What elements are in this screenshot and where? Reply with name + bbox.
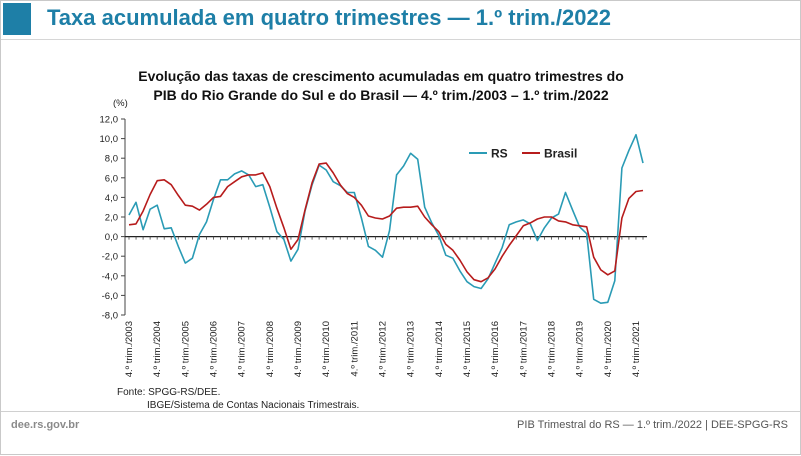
y-tick-label: -8,0 (102, 311, 118, 322)
slide-title: Taxa acumulada em quatro trimestres — 1.… (47, 5, 611, 30)
chart-title: Evolução das taxas de crescimento acumul… (61, 67, 701, 105)
site-url: dee.rs.gov.br (11, 419, 80, 431)
legend-label-rs: RS (491, 147, 508, 161)
y-tick-label: 12,0 (100, 115, 119, 126)
x-tick-label: 4.º trim./2005 (180, 321, 191, 377)
x-tick-label: 4.º trim./2014 (434, 321, 445, 377)
y-tick-label: 4,0 (105, 193, 118, 204)
x-tick-label: 4.º trim./2013 (406, 321, 417, 377)
legend-label-brasil: Brasil (544, 147, 577, 161)
x-tick-label: 4.º trim./2018 (546, 321, 557, 377)
source-line-2: IBGE/Sistema de Contas Nacionais Trimest… (147, 400, 360, 411)
title-divider (1, 39, 800, 40)
chart-title-line1: Evolução das taxas de crescimento acumul… (138, 68, 624, 84)
x-tick-label: 4.º trim./2006 (208, 321, 219, 377)
x-tick-label: 4.º trim./2007 (237, 321, 248, 377)
x-tick-label: 4.º trim./2016 (490, 321, 501, 377)
x-tick-label: 4.º trim./2008 (265, 321, 276, 377)
footer-text: PIB Trimestral do RS — 1.º trim./2022 | … (517, 419, 788, 431)
y-tick-label: -6,0 (102, 291, 118, 302)
x-tick-label: 4.º trim./2009 (293, 321, 304, 377)
series-line-rs (128, 133, 644, 305)
y-tick-label: 0,0 (105, 232, 118, 243)
chart-title-line2: PIB do Rio Grande do Sul e do Brasil — 4… (153, 87, 609, 103)
y-axis-unit-label: (%) (113, 98, 128, 109)
footer-divider (1, 411, 800, 412)
x-tick-label: 4.º trim./2019 (575, 321, 586, 377)
x-tick-label: 4.º trim./2012 (377, 321, 388, 377)
y-tick-label: 10,0 (100, 134, 119, 145)
x-tick-label: 4.º trim./2010 (321, 321, 332, 377)
x-tick-label: 4.º trim./2015 (462, 321, 473, 377)
x-tick-label: 4.º trim./2021 (631, 321, 642, 377)
source-note: Fonte: SPGG-RS/DEE. IBGE/Sistema de Cont… (117, 386, 359, 412)
y-tick-label: 2,0 (105, 213, 118, 224)
x-tick-label: 4.º trim./2003 (124, 321, 135, 377)
title-bar: Taxa acumulada em quatro trimestres — 1.… (1, 1, 800, 39)
x-tick-label: 4.º trim./2017 (518, 321, 529, 377)
y-tick-label: 8,0 (105, 154, 118, 165)
x-tick-label: 4.º trim./2011 (349, 321, 360, 377)
source-line-1: Fonte: SPGG-RS/DEE. (117, 387, 221, 398)
x-tick-label: 4.º trim./2020 (603, 321, 614, 377)
y-tick-label: -4,0 (102, 271, 118, 282)
y-tick-label: -2,0 (102, 252, 118, 263)
y-tick-label: 6,0 (105, 173, 118, 184)
x-tick-label: 4.º trim./2004 (152, 321, 163, 377)
title-accent-block (3, 3, 31, 35)
series-line-brasil (128, 162, 644, 283)
